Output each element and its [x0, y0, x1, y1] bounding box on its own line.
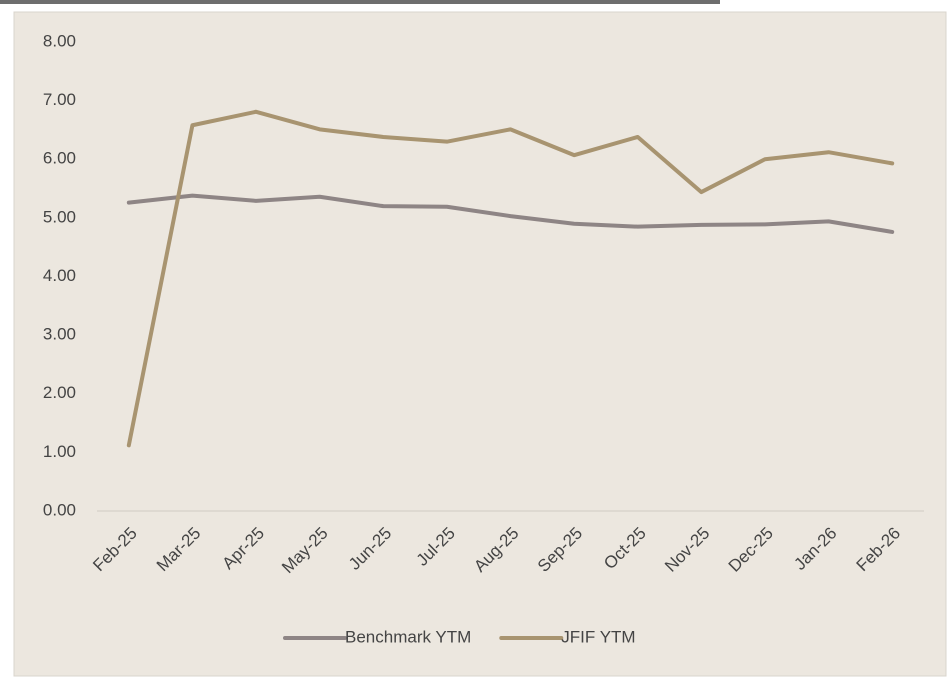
- y-tick-label: 6.00: [43, 149, 76, 168]
- y-tick-label: 2.00: [43, 383, 76, 402]
- y-tick-label: 8.00: [43, 31, 76, 50]
- series-line: [126, 193, 895, 234]
- series-line: [126, 109, 895, 448]
- y-tick-label: 1.00: [43, 442, 76, 461]
- chart-background: [13, 11, 947, 677]
- legend-label: JFIF YTM: [561, 627, 635, 646]
- y-tick-label: 4.00: [43, 266, 76, 285]
- y-tick-label: 3.00: [43, 325, 76, 344]
- legend-label: Benchmark YTM: [345, 627, 471, 646]
- y-tick-label: 0.00: [43, 500, 76, 519]
- y-tick-label: 5.00: [43, 207, 76, 226]
- y-tick-label: 7.00: [43, 90, 76, 109]
- top-bar: [0, 0, 720, 4]
